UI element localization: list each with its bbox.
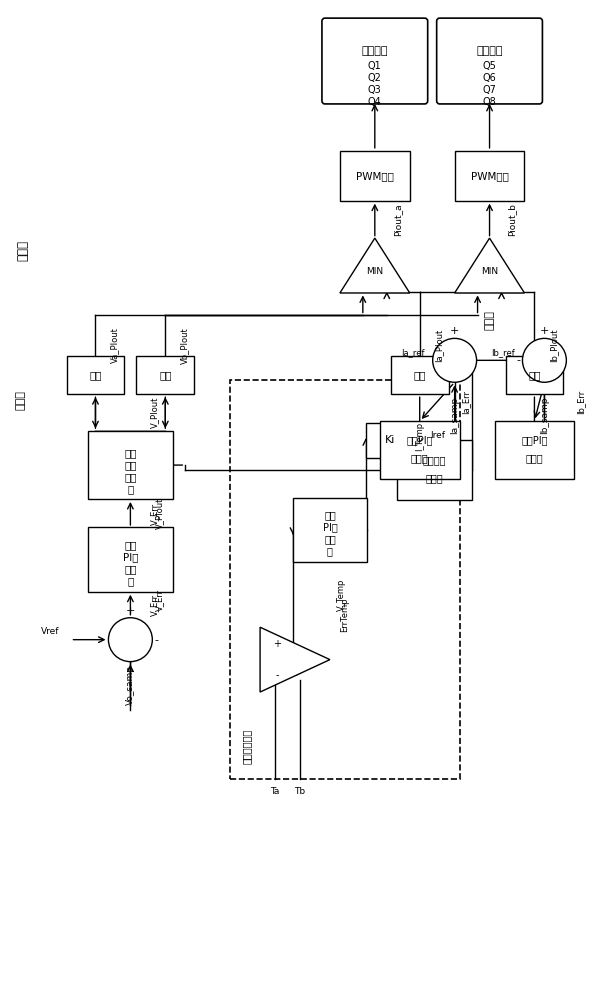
Text: 限幅: 限幅 [413,370,426,380]
Text: 路补偿: 路补偿 [526,453,543,463]
Text: 偿: 偿 [327,546,333,556]
Text: 电流环: 电流环 [484,310,494,330]
Text: Q2: Q2 [368,73,382,83]
Text: PWM发波: PWM发波 [356,171,394,181]
Bar [88,527,173,592]
Text: Ia_ref: Ia_ref [401,348,424,357]
Bar [66,356,124,394]
Text: PWM发波: PWM发波 [471,171,509,181]
Text: 限幅: 限幅 [159,370,172,380]
Text: Vo_samp: Vo_samp [126,665,135,705]
Text: 电压环: 电压环 [16,240,29,261]
Text: ErrTemp: ErrTemp [340,597,349,632]
Polygon shape [455,238,525,293]
Bar [506,356,564,394]
Text: 温度均衡电路: 温度均衡电路 [242,729,252,764]
Text: MIN: MIN [366,267,384,276]
Bar [494,421,574,479]
Text: 温度: 温度 [124,460,137,470]
Text: Tb: Tb [294,787,305,796]
Circle shape [108,618,152,662]
Text: +: + [540,326,549,336]
Text: Q7: Q7 [482,85,497,95]
Bar [340,151,410,201]
Text: Vb_PIout: Vb_PIout [181,327,189,364]
Text: V_PIout: V_PIout [155,498,165,529]
Text: Piout_b: Piout_b [507,203,516,236]
Text: -: - [516,355,520,365]
Text: 第一: 第一 [324,510,336,520]
Polygon shape [260,627,330,692]
Text: 第三PI环: 第三PI环 [521,435,548,445]
Text: -: - [275,671,279,681]
Bar [397,440,472,500]
Text: Ta: Ta [271,787,280,796]
Text: Q1: Q1 [368,61,382,71]
Circle shape [433,338,477,382]
Text: Piout_a: Piout_a [392,203,402,236]
Text: 第二温度: 第二温度 [423,455,446,465]
Text: MIN: MIN [481,267,498,276]
FancyBboxPatch shape [322,18,427,104]
Text: 电压环: 电压环 [15,390,25,410]
Text: +: + [450,326,459,336]
Text: Va_PIout: Va_PIout [111,327,120,363]
Text: Ia_PIout: Ia_PIout [435,329,443,362]
Text: PI环: PI环 [323,522,337,532]
Text: 计算发波: 计算发波 [477,46,503,56]
Text: Ib_Err: Ib_Err [577,390,585,414]
Text: I_Temp: I_Temp [415,422,424,451]
Bar [391,356,449,394]
Bar [230,380,459,779]
Text: 器: 器 [127,484,134,494]
Text: 第二: 第二 [124,540,137,550]
Text: Ib_PIout: Ib_PIout [549,329,558,362]
Bar [136,356,194,394]
Text: +: + [126,606,135,616]
Text: Vref: Vref [41,627,59,636]
Text: Ki: Ki [385,435,395,445]
Text: Q4: Q4 [368,97,382,107]
Polygon shape [340,238,410,293]
Text: V_Err: V_Err [155,589,165,611]
Text: PI环: PI环 [123,552,138,562]
Text: 补偿器: 补偿器 [426,473,443,483]
Text: Ia_Err: Ia_Err [462,390,471,414]
Text: +: + [273,639,281,649]
FancyBboxPatch shape [437,18,542,104]
Text: 计算发波: 计算发波 [362,46,388,56]
Text: 限幅: 限幅 [528,370,540,380]
Bar [455,151,525,201]
Text: Iref: Iref [430,431,445,440]
Text: Q6: Q6 [482,73,497,83]
Bar [380,421,459,479]
Bar [292,498,367,562]
Text: 第三PI环: 第三PI环 [407,435,433,445]
Text: V_Err: V_Err [150,594,159,616]
Text: 第一: 第一 [124,448,137,458]
Text: Ib_samp: Ib_samp [540,396,549,434]
Bar [366,423,414,458]
Text: V_PIout: V_PIout [150,397,159,428]
Text: V_Err: V_Err [150,502,159,525]
Text: V_Temp: V_Temp [337,579,346,611]
Text: -: - [478,355,482,365]
Text: Ia_samp: Ia_samp [450,397,459,434]
Text: Q3: Q3 [368,85,382,95]
Text: -: - [155,635,158,645]
Text: 路补: 路补 [124,564,137,574]
Text: 补偿: 补偿 [124,472,137,482]
Text: 路补: 路补 [324,534,336,544]
Text: Q5: Q5 [482,61,497,71]
Text: 偿: 偿 [127,576,134,586]
Text: Ib_ref: Ib_ref [491,348,514,357]
Bar [88,431,173,499]
Circle shape [523,338,567,382]
Text: 路补偿: 路补偿 [411,453,429,463]
Text: Q8: Q8 [482,97,497,107]
Text: 限幅: 限幅 [89,370,102,380]
